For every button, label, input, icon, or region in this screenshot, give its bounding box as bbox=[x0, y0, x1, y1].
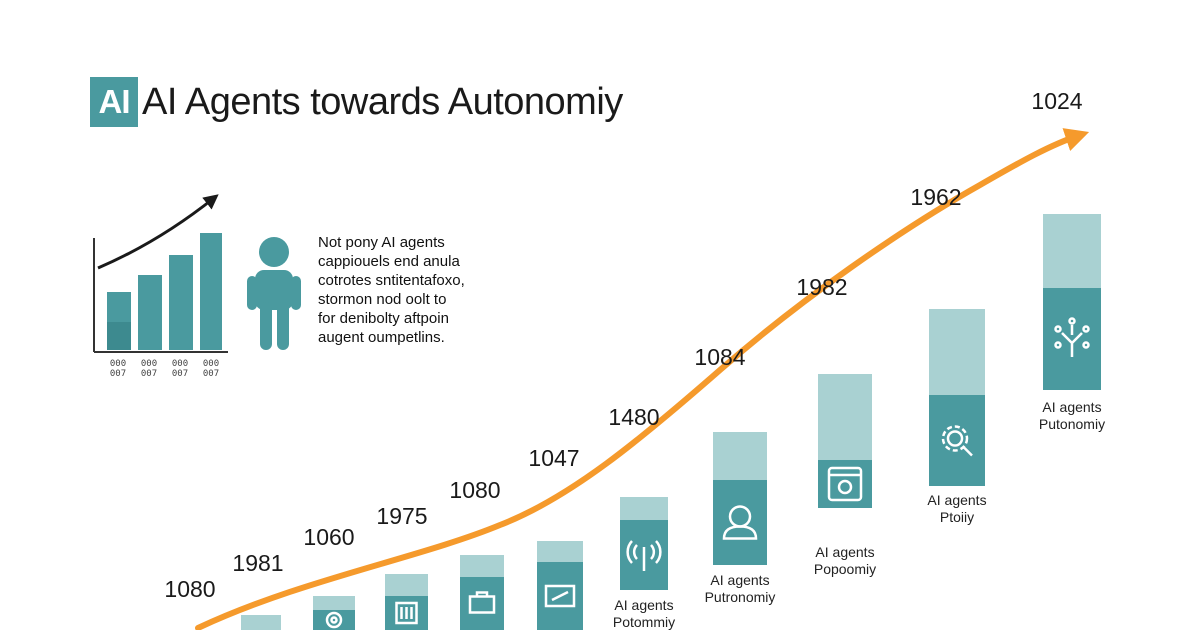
network-icon bbox=[1054, 317, 1090, 357]
gear-icon bbox=[325, 611, 343, 629]
bar-base-segment bbox=[929, 395, 985, 486]
device-icon bbox=[827, 466, 863, 502]
bar bbox=[385, 574, 428, 630]
bar-top-segment bbox=[620, 497, 668, 520]
signal-icon bbox=[626, 540, 662, 571]
bar-caption: Putronomiy bbox=[705, 589, 776, 605]
bar-caption: AI agents bbox=[927, 492, 986, 508]
mini-chart-tick-label: 000 bbox=[203, 359, 219, 369]
trend-labels: 1080 1981 1060 1975 1080 1047 1480 1084 1982 1962… bbox=[164, 88, 1082, 602]
bar-top-segment bbox=[537, 541, 583, 562]
bar-base-segment bbox=[313, 610, 355, 630]
person-icon bbox=[722, 505, 758, 540]
mini-chart-tick-label: 007 bbox=[110, 369, 126, 379]
document-icon bbox=[395, 601, 418, 625]
bar-top-segment bbox=[929, 309, 985, 395]
title-badge: AI bbox=[90, 77, 138, 127]
description-text: Not pony AI agents cappiouels end anula … bbox=[318, 233, 493, 347]
trend-label: 1047 bbox=[528, 445, 579, 471]
trend-label: 1480 bbox=[608, 404, 659, 430]
mini-chart-tick-label: 007 bbox=[141, 369, 157, 379]
description-line: cotrotes sntitentafoxo, bbox=[318, 272, 465, 289]
title-row: AI AI Agents towards Autonomiy bbox=[90, 76, 623, 128]
bar-base-segment bbox=[1043, 288, 1101, 390]
bar bbox=[313, 596, 355, 630]
bar-top-segment bbox=[241, 615, 281, 630]
mini-chart-bar bbox=[169, 255, 193, 350]
mini-chart-tick-label: 000 bbox=[141, 359, 157, 369]
mini-chart-bar-base bbox=[107, 322, 131, 350]
page-title: AI Agents towards Autonomiy bbox=[142, 80, 623, 123]
trend-label: 1024 bbox=[1031, 88, 1082, 114]
trend-label: 1975 bbox=[376, 503, 427, 529]
tools-icon bbox=[544, 584, 576, 608]
bar-caption: Ptoiiy bbox=[940, 509, 974, 525]
bar-caption: Popoomiy bbox=[814, 561, 876, 577]
bar-caption: AI agents bbox=[815, 544, 874, 560]
trend-label: 1084 bbox=[694, 344, 745, 370]
bar-caption: AI agents bbox=[614, 597, 673, 613]
trend-label: 1080 bbox=[449, 477, 500, 503]
description-line: cappiouels end anula bbox=[318, 253, 460, 270]
mini-chart-tick-label: 007 bbox=[203, 369, 219, 379]
briefcase-icon bbox=[468, 591, 496, 614]
bar-top-segment bbox=[818, 374, 872, 460]
trend-label: 1080 bbox=[164, 576, 215, 602]
mini-chart-trend-arrow bbox=[97, 194, 219, 270]
trend-label: 1982 bbox=[796, 274, 847, 300]
mini-chart-bar bbox=[200, 233, 222, 350]
trend-label: 1981 bbox=[232, 550, 283, 576]
mini-chart-bar bbox=[138, 275, 162, 350]
bar bbox=[241, 615, 281, 630]
bar-top-segment bbox=[313, 596, 355, 610]
mini-chart-tick-label: 000 bbox=[110, 359, 126, 369]
bar-top-segment bbox=[385, 574, 428, 596]
mini-chart-tick-label: 007 bbox=[172, 369, 188, 379]
person-icon bbox=[247, 237, 301, 350]
description-line: augent oumpetlins. bbox=[318, 329, 445, 346]
bar-caption: Potommiy bbox=[613, 614, 675, 630]
description-line: stormon nod oolt to bbox=[318, 291, 447, 308]
trend-arrow bbox=[195, 128, 1090, 630]
bar-caption: AI agents bbox=[1042, 399, 1101, 415]
bar-base-segment bbox=[460, 577, 504, 630]
search-gear-icon bbox=[941, 425, 973, 457]
bar-caption: AI agents bbox=[710, 572, 769, 588]
mini-chart-tick-label: 000 bbox=[172, 359, 188, 369]
bar-caption: Putonomiy bbox=[1039, 416, 1105, 432]
bar-top-segment bbox=[1043, 214, 1101, 288]
description-line: for denibolty aftpoin bbox=[318, 310, 449, 327]
description-line: Not pony AI agents bbox=[318, 234, 445, 251]
bar-top-segment bbox=[713, 432, 767, 480]
bar-base-segment bbox=[713, 480, 767, 565]
trend-label: 1962 bbox=[910, 184, 961, 210]
trend-label: 1060 bbox=[303, 524, 354, 550]
bar bbox=[537, 541, 583, 630]
bar bbox=[460, 555, 504, 630]
bar-top-segment bbox=[460, 555, 504, 577]
